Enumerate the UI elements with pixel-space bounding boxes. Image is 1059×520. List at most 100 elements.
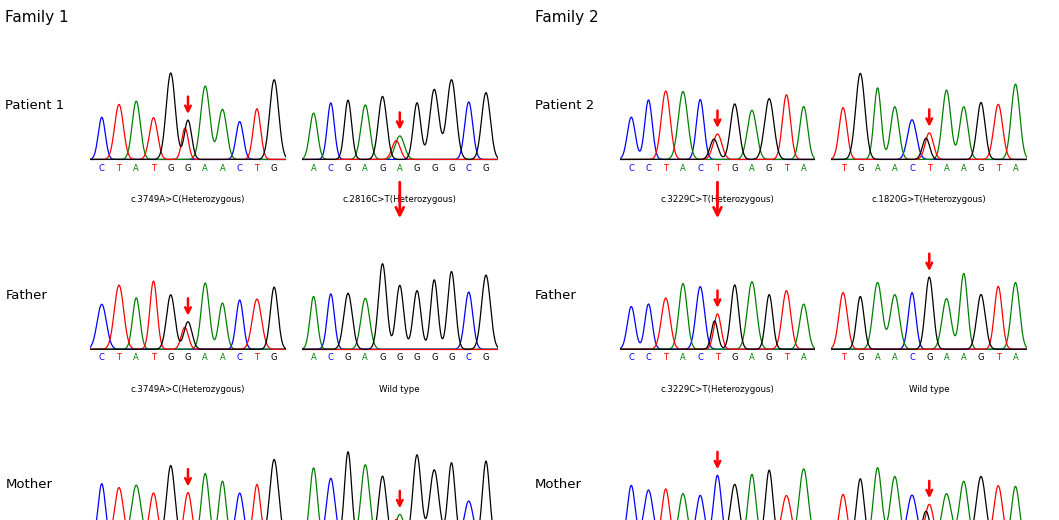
Text: G: G <box>345 353 352 362</box>
Text: G: G <box>414 353 420 362</box>
Text: G: G <box>766 353 772 362</box>
Text: c.1820G>T(Heterozygous): c.1820G>T(Heterozygous) <box>872 195 987 204</box>
Text: G: G <box>271 163 277 173</box>
Text: C: C <box>697 163 703 173</box>
Text: G: G <box>431 163 437 173</box>
Text: G: G <box>857 163 863 173</box>
Text: T: T <box>116 163 122 173</box>
Text: C: C <box>328 353 334 362</box>
Text: A: A <box>202 163 208 173</box>
Text: A: A <box>310 353 317 362</box>
Text: C: C <box>466 163 471 173</box>
Text: T: T <box>784 353 789 362</box>
Text: G: G <box>431 353 437 362</box>
Text: A: A <box>1012 163 1019 173</box>
Text: T: T <box>841 353 845 362</box>
Text: G: G <box>926 353 933 362</box>
Text: A: A <box>749 353 755 362</box>
Text: G: G <box>345 163 352 173</box>
Text: A: A <box>219 163 226 173</box>
Text: G: G <box>977 353 984 362</box>
Text: C: C <box>328 163 334 173</box>
Text: C: C <box>628 163 634 173</box>
Text: Wild type: Wild type <box>909 385 950 394</box>
Text: A: A <box>892 353 898 362</box>
Text: G: G <box>167 163 174 173</box>
Text: G: G <box>167 353 174 362</box>
Text: C: C <box>98 353 105 362</box>
Text: G: G <box>379 353 385 362</box>
Text: C: C <box>237 163 243 173</box>
Text: C: C <box>646 163 651 173</box>
Text: A: A <box>892 163 898 173</box>
Text: C: C <box>697 353 703 362</box>
Text: A: A <box>801 163 807 173</box>
Text: G: G <box>184 353 192 362</box>
Text: T: T <box>995 163 1001 173</box>
Text: A: A <box>944 163 949 173</box>
Text: T: T <box>151 353 156 362</box>
Text: Family 2: Family 2 <box>535 10 598 25</box>
Text: T: T <box>663 353 668 362</box>
Text: T: T <box>715 353 720 362</box>
Text: G: G <box>732 353 738 362</box>
Text: A: A <box>397 163 402 173</box>
Text: A: A <box>362 163 369 173</box>
Text: A: A <box>1012 353 1019 362</box>
Text: T: T <box>116 353 122 362</box>
Text: G: G <box>448 353 454 362</box>
Text: G: G <box>483 353 489 362</box>
Text: A: A <box>961 353 967 362</box>
Text: Mother: Mother <box>535 478 581 491</box>
Text: A: A <box>961 163 967 173</box>
Text: G: G <box>271 353 277 362</box>
Text: Wild type: Wild type <box>379 385 420 394</box>
Text: Father: Father <box>5 289 48 302</box>
Text: T: T <box>254 163 259 173</box>
Text: T: T <box>715 163 720 173</box>
Text: G: G <box>414 163 420 173</box>
Text: G: G <box>857 353 863 362</box>
Text: Mother: Mother <box>5 478 52 491</box>
Text: A: A <box>749 163 755 173</box>
Text: T: T <box>841 163 845 173</box>
Text: G: G <box>448 163 454 173</box>
Text: Patient 2: Patient 2 <box>535 99 594 112</box>
Text: G: G <box>732 163 738 173</box>
Text: G: G <box>977 163 984 173</box>
Text: c.2816C>T(Heterozygous): c.2816C>T(Heterozygous) <box>343 195 456 204</box>
Text: T: T <box>663 163 668 173</box>
Text: C: C <box>237 353 243 362</box>
Text: A: A <box>362 353 369 362</box>
Text: C: C <box>909 163 915 173</box>
Text: A: A <box>219 353 226 362</box>
Text: A: A <box>944 353 949 362</box>
Text: Patient 1: Patient 1 <box>5 99 65 112</box>
Text: c.3749A>C(Heterozygous): c.3749A>C(Heterozygous) <box>130 195 246 204</box>
Text: Father: Father <box>535 289 577 302</box>
Text: c.3749A>C(Heterozygous): c.3749A>C(Heterozygous) <box>130 385 246 394</box>
Text: G: G <box>766 163 772 173</box>
Text: A: A <box>133 163 139 173</box>
Text: T: T <box>927 163 932 173</box>
Text: C: C <box>646 353 651 362</box>
Text: C: C <box>909 353 915 362</box>
Text: T: T <box>254 353 259 362</box>
Text: C: C <box>98 163 105 173</box>
Text: A: A <box>680 163 686 173</box>
Text: A: A <box>875 163 880 173</box>
Text: G: G <box>483 163 489 173</box>
Text: c.3229C>T(Heterozygous): c.3229C>T(Heterozygous) <box>661 195 774 204</box>
Text: C: C <box>628 353 634 362</box>
Text: G: G <box>184 163 192 173</box>
Text: A: A <box>875 353 880 362</box>
Text: A: A <box>133 353 139 362</box>
Text: A: A <box>680 353 686 362</box>
Text: T: T <box>151 163 156 173</box>
Text: A: A <box>202 353 208 362</box>
Text: G: G <box>379 163 385 173</box>
Text: c.3229C>T(Heterozygous): c.3229C>T(Heterozygous) <box>661 385 774 394</box>
Text: T: T <box>784 163 789 173</box>
Text: Family 1: Family 1 <box>5 10 69 25</box>
Text: A: A <box>310 163 317 173</box>
